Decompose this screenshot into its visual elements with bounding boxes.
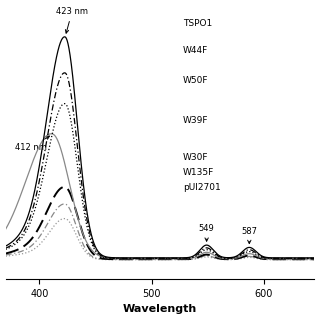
Text: pUI2701: pUI2701 [183,183,221,192]
Text: W39F: W39F [183,116,209,125]
Text: W135F: W135F [183,168,214,177]
X-axis label: Wavelength: Wavelength [123,304,197,315]
Text: W44F: W44F [183,46,208,55]
Text: W30F: W30F [183,153,209,162]
Text: TSPO1: TSPO1 [183,19,212,28]
Text: 412 nm: 412 nm [14,136,50,152]
Text: W50F: W50F [183,76,209,85]
Text: 549: 549 [199,225,214,241]
Text: 423 nm: 423 nm [56,7,88,33]
Text: 587: 587 [241,227,257,244]
